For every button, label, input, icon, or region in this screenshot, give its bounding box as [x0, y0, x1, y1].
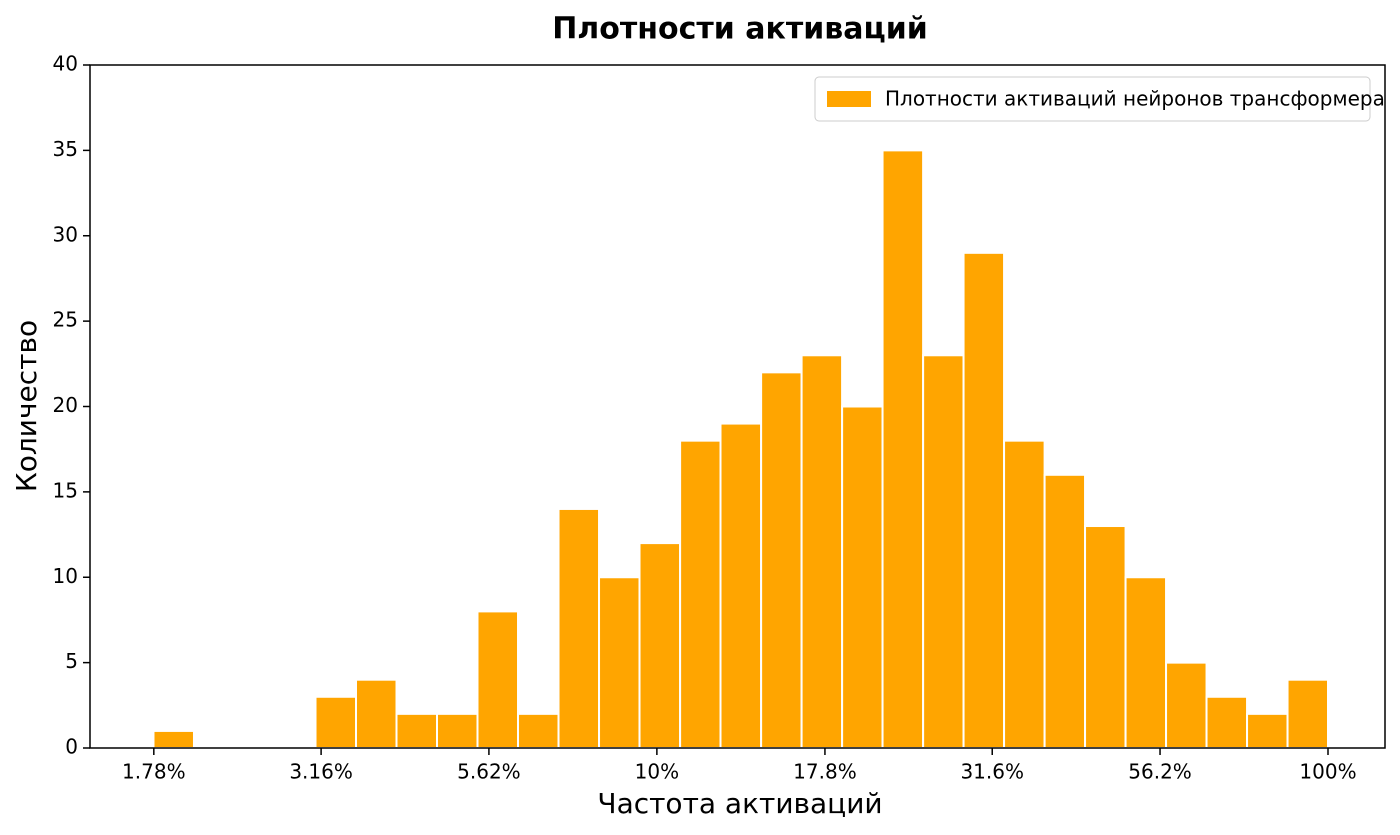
bar — [1003, 439, 1046, 749]
bar — [1205, 695, 1249, 750]
bar — [719, 422, 763, 749]
x-tick-label: 56.2% — [1128, 760, 1192, 784]
bar — [152, 729, 195, 749]
bar — [314, 695, 358, 750]
y-tick-label: 35 — [53, 137, 78, 161]
legend: Плотности активаций нейронов трансформер… — [814, 76, 1385, 122]
legend-label: Плотности активаций нейронов трансформер… — [885, 87, 1385, 111]
bar — [760, 371, 803, 749]
y-axis-label: Количество — [10, 320, 43, 492]
y-tick-label: 5 — [65, 649, 78, 673]
bar — [395, 712, 438, 749]
bar — [881, 149, 925, 749]
x-tick-label: 1.78% — [122, 760, 186, 784]
bar — [1124, 576, 1168, 749]
legend-box — [814, 76, 1371, 122]
y-tick-label: 0 — [65, 735, 78, 759]
bar — [355, 678, 398, 750]
bar — [1165, 661, 1208, 749]
bar — [557, 507, 601, 750]
bar — [1084, 525, 1127, 750]
bar — [800, 354, 844, 749]
y-tick-label: 30 — [53, 222, 78, 246]
bar — [841, 405, 884, 749]
bar — [598, 576, 641, 749]
bar — [638, 542, 682, 749]
bar — [435, 712, 479, 749]
x-tick-label: 17.8% — [793, 760, 857, 784]
legend-swatch — [827, 91, 871, 107]
y-tick-label: 40 — [53, 52, 78, 76]
x-tick-label: 5.62% — [457, 760, 521, 784]
bar — [517, 712, 560, 749]
y-tick-label: 20 — [53, 393, 78, 417]
bar — [679, 439, 722, 749]
bar — [1246, 712, 1289, 749]
chart-title: Плотности активаций — [552, 12, 928, 47]
y-tick-label: 10 — [53, 564, 78, 588]
x-tick-label: 10% — [635, 760, 679, 784]
bar — [922, 354, 965, 749]
bar — [476, 610, 520, 750]
x-tick-label: 100% — [1299, 760, 1356, 784]
bar — [1286, 678, 1329, 750]
y-tick-label: 15 — [53, 478, 78, 502]
x-tick-label: 3.16% — [289, 760, 353, 784]
bar — [962, 251, 1006, 749]
x-tick-label: 31.6% — [960, 760, 1024, 784]
bar — [1043, 473, 1087, 749]
y-tick-label: 25 — [53, 308, 78, 332]
x-axis-label: Частота активаций — [597, 787, 882, 820]
